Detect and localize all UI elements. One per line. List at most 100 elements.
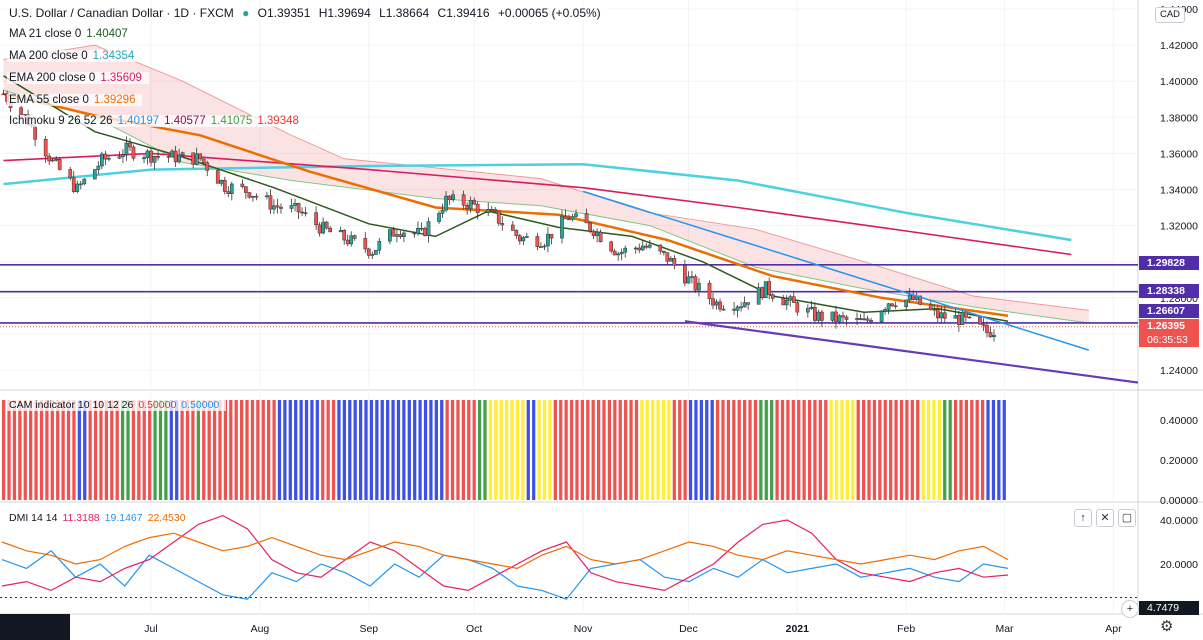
status-dot-icon: ● xyxy=(242,6,250,20)
candle-body xyxy=(598,231,603,243)
candle-body xyxy=(388,229,392,242)
cam-bar xyxy=(1002,400,1006,500)
cam-bar xyxy=(694,400,698,500)
cam-bar xyxy=(575,400,579,500)
settings-gear-icon[interactable]: ⚙ xyxy=(1160,618,1174,635)
candle-body xyxy=(953,315,958,319)
maximize-pane-button[interactable]: ▢ xyxy=(1118,509,1136,527)
close-icon: ✕ xyxy=(1100,512,1110,524)
cloud-span-a-line xyxy=(3,44,1089,311)
candle-body xyxy=(468,200,473,210)
candle-body xyxy=(791,296,796,303)
legend-ema55[interactable]: EMA 55 close 0 1.39296 xyxy=(7,94,143,106)
cam-bar xyxy=(926,400,931,500)
cam-bar xyxy=(315,400,319,500)
legend-value: 1.41075 xyxy=(210,115,253,127)
cam-bar xyxy=(840,400,844,500)
cam-bar xyxy=(753,400,758,500)
cam-bar xyxy=(56,400,60,500)
candle-body xyxy=(865,318,870,321)
candle-body xyxy=(595,231,599,236)
cam-bar xyxy=(164,400,168,500)
cam-bar xyxy=(910,400,914,500)
candle-body xyxy=(978,316,982,325)
cam-bar xyxy=(672,400,676,500)
candle-body xyxy=(623,247,628,253)
cam-axis-label: 0.20000 xyxy=(1160,455,1198,467)
cam-bar xyxy=(61,400,65,500)
candle-body xyxy=(588,222,592,232)
cam-bar xyxy=(721,400,725,500)
legend-ma21[interactable]: MA 21 close 0 1.40407 xyxy=(7,28,135,40)
cam-bar xyxy=(131,400,136,500)
cam-bar xyxy=(283,400,287,500)
candle-body xyxy=(795,302,800,313)
cam-bar xyxy=(656,400,660,500)
candle-body xyxy=(672,258,677,266)
cam-bar xyxy=(239,400,244,500)
cam-bar xyxy=(991,400,996,500)
candle-body xyxy=(314,212,318,226)
legend-dmi[interactable]: DMI 14 14 11.3188 19.1467 22.4530 xyxy=(7,512,193,524)
cam-bar xyxy=(450,400,455,500)
resistance-trendline xyxy=(582,190,1090,351)
legend-label: Ichimoku 9 26 52 26 xyxy=(9,115,113,127)
legend-cam[interactable]: CAM indicator 10 10 12 26 0.50000 0.50000 xyxy=(7,399,227,411)
cam-bar xyxy=(964,400,969,500)
cam-bar xyxy=(180,400,184,500)
candle-body xyxy=(78,183,83,186)
legend-value: 1.40577 xyxy=(164,115,206,127)
cam-bar xyxy=(775,400,779,500)
cam-bar xyxy=(50,400,54,500)
candle-body xyxy=(440,209,445,214)
symbol-title: U.S. Dollar / Canadian Dollar · 1D · FXC… xyxy=(9,6,234,20)
candle-body xyxy=(461,194,466,206)
cam-bar xyxy=(386,400,390,500)
candle-body xyxy=(693,276,698,291)
cam-bar xyxy=(786,400,790,500)
legend-ma200[interactable]: MA 200 close 0 1.34354 xyxy=(7,50,142,62)
cam-bar xyxy=(602,400,606,500)
cam-bar xyxy=(66,400,71,500)
cam-bar xyxy=(894,400,898,500)
candle-body xyxy=(268,195,273,210)
cam-bar xyxy=(494,400,498,500)
candle-body xyxy=(781,298,786,306)
cam-bar xyxy=(651,400,655,500)
legend-label: DMI 14 14 xyxy=(9,512,58,524)
cam-bar xyxy=(423,400,428,500)
candle-body xyxy=(718,301,722,310)
cam-bar xyxy=(667,400,671,500)
candle-body xyxy=(574,213,578,217)
cam-bar xyxy=(726,400,731,500)
candle-body xyxy=(967,316,972,319)
legend-value: 1.35609 xyxy=(100,72,142,84)
candle-body xyxy=(500,223,505,226)
cam-bar xyxy=(299,400,303,500)
candle-body xyxy=(964,312,968,318)
candle-body xyxy=(525,236,529,238)
move-up-button[interactable]: ↑ xyxy=(1074,509,1092,527)
cam-bar xyxy=(867,400,871,500)
close-pane-button[interactable]: ✕ xyxy=(1096,509,1114,527)
candle-body xyxy=(570,216,575,220)
legend-ichimoku[interactable]: Ichimoku 9 26 52 26 1.40197 1.40577 1.41075… xyxy=(7,115,306,127)
cam-bar xyxy=(813,400,817,500)
cam-bar xyxy=(596,400,601,500)
currency-badge[interactable]: CAD xyxy=(1155,7,1185,23)
candle-body xyxy=(272,205,276,210)
candle-body xyxy=(145,150,150,159)
cam-bar xyxy=(683,400,687,500)
cloud-span-b-line xyxy=(3,89,1089,324)
legend-value: 1.39348 xyxy=(257,115,299,127)
candle-body xyxy=(890,303,894,307)
candle-body xyxy=(447,195,452,200)
candle-body xyxy=(222,179,227,192)
candle-body xyxy=(82,178,87,185)
legend-ema200[interactable]: EMA 200 close 0 1.35609 xyxy=(7,72,149,84)
add-scale-button[interactable]: + xyxy=(1121,600,1139,618)
candle-body xyxy=(496,210,501,224)
candle-body xyxy=(612,250,617,256)
level-tag-1: 1.29828 xyxy=(1139,256,1199,270)
